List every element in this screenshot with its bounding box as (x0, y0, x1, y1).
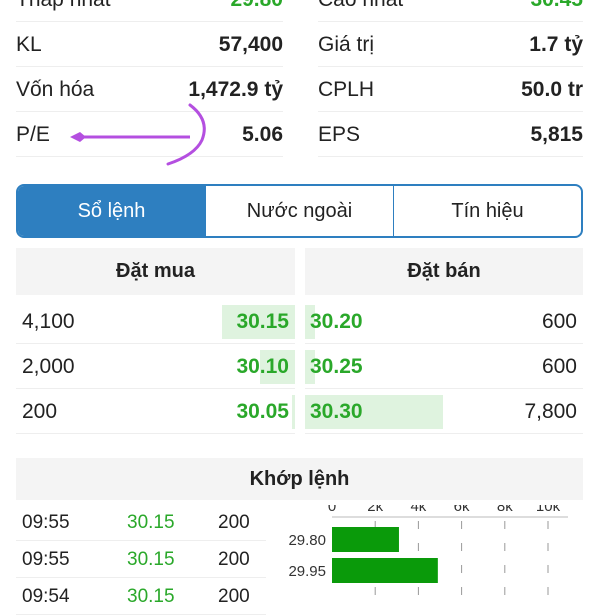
stat-value: 5.06 (242, 122, 283, 146)
bid-volume-bar (292, 395, 295, 429)
matched-header: Khớp lệnh (16, 458, 583, 500)
tab-bar: Sổ lệnh Nước ngoài Tín hiệu (16, 184, 583, 238)
ask-price: 30.25 (310, 354, 363, 378)
matched-row: 09:54 30.15 200 (16, 578, 266, 615)
stat-item: Cao nhất 30.45 (318, 0, 583, 22)
stat-label: P/E (16, 122, 50, 146)
ask-volume: 600 (541, 354, 577, 378)
stat-label: Thấp nhất (16, 0, 111, 12)
bid-volume: 2,000 (22, 354, 75, 378)
stat-label: Vốn hóa (16, 77, 95, 101)
ask-row[interactable]: 30.25 600 (305, 345, 583, 389)
bid-volume: 200 (22, 399, 58, 423)
stat-label: Cao nhất (318, 0, 403, 12)
bid-row[interactable]: 4,100 30.15 (16, 300, 295, 344)
tab-2[interactable]: Tín hiệu (393, 186, 581, 236)
bid-price: 30.05 (236, 399, 289, 423)
matched-row: 09:55 30.15 200 (16, 504, 266, 541)
bid-row[interactable]: 200 30.05 (16, 390, 295, 434)
match-volume: 200 (218, 549, 250, 570)
x-tick-label: 8k (497, 505, 513, 515)
stat-label: CPLH (318, 77, 375, 101)
match-price: 30.15 (127, 549, 175, 570)
stat-value: 50.0 tr (521, 77, 583, 101)
ask-volume-bar (305, 305, 315, 339)
stat-item: Vốn hóa 1,472.9 tỷ (16, 68, 283, 112)
stat-item: Thấp nhất 29.80 (16, 0, 283, 22)
bid-price: 30.15 (236, 309, 289, 333)
ask-price: 30.20 (310, 309, 363, 333)
tab-1[interactable]: Nước ngoài (205, 186, 393, 236)
stat-item: EPS 5,815 (318, 113, 583, 157)
bar (332, 558, 438, 583)
x-tick-label: 0 (328, 505, 336, 515)
match-volume: 200 (218, 586, 250, 607)
stat-item: CPLH 50.0 tr (318, 68, 583, 112)
ask-volume: 600 (541, 309, 577, 333)
tab-0[interactable]: Sổ lệnh (18, 186, 205, 236)
stat-value: 57,400 (218, 32, 283, 56)
match-price: 30.15 (127, 586, 175, 607)
x-tick-label: 10k (536, 505, 561, 515)
stat-label: EPS (318, 122, 361, 146)
bid-header: Đặt mua (16, 248, 295, 295)
match-time: 09:54 (22, 586, 70, 607)
ask-row[interactable]: 30.20 600 (305, 300, 583, 344)
match-time: 09:55 (22, 512, 70, 533)
stat-value: 29.80 (230, 0, 283, 12)
match-price: 30.15 (127, 512, 175, 533)
stat-value: 30.45 (530, 0, 583, 12)
bar (332, 527, 399, 552)
x-tick-label: 2k (367, 505, 383, 515)
stat-label: Giá trị (318, 32, 375, 56)
bid-volume: 4,100 (22, 309, 75, 333)
stat-value: 1,472.9 tỷ (188, 77, 283, 101)
ask-volume-bar (305, 350, 315, 384)
stat-label: KL (16, 32, 42, 56)
ask-volume-bar (305, 395, 443, 429)
stat-item: P/E 5.06 (16, 113, 283, 157)
match-time: 09:55 (22, 549, 70, 570)
ask-row[interactable]: 30.30 7,800 (305, 390, 583, 434)
ask-price: 30.30 (310, 399, 363, 423)
stat-value: 1.7 tỷ (529, 32, 583, 56)
ask-volume: 7,800 (524, 399, 577, 423)
y-category-label: 29.80 (288, 532, 326, 549)
hand-drawn-arrow-annotation (70, 103, 206, 166)
matched-row: 09:55 30.15 200 (16, 541, 266, 578)
stat-item: KL 57,400 (16, 23, 283, 67)
ask-header: Đặt bán (305, 248, 583, 295)
stat-item: Giá trị 1.7 tỷ (318, 23, 583, 67)
volume-by-price-chart: 0 2k 4k 6k 8k 10k 29.80 29.95 (288, 505, 568, 600)
x-tick-label: 4k (410, 505, 426, 515)
bid-row[interactable]: 2,000 30.10 (16, 345, 295, 389)
y-category-label: 29.95 (288, 563, 326, 580)
bid-volume-bar (222, 305, 295, 339)
bid-volume-bar (260, 350, 295, 384)
bid-price: 30.10 (236, 354, 289, 378)
x-tick-label: 6k (454, 505, 470, 515)
stat-value: 5,815 (530, 122, 583, 146)
match-volume: 200 (218, 512, 250, 533)
